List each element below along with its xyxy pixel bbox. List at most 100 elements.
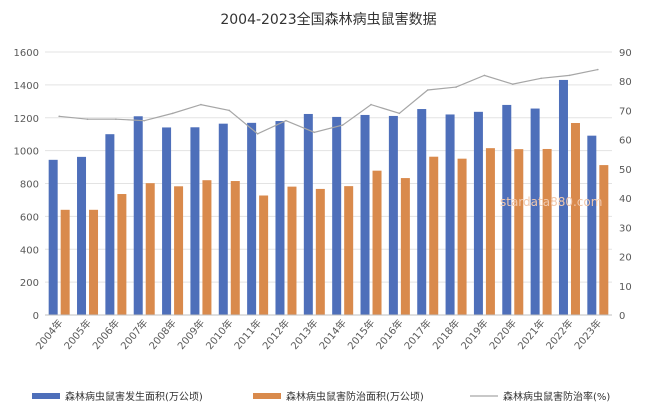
y-right-tick-label: 40 bbox=[619, 194, 632, 205]
control-rate-point bbox=[398, 112, 401, 115]
x-tick-label: 2018年 bbox=[430, 317, 463, 353]
legend-label: 森林病虫鼠害防治率(%) bbox=[503, 390, 610, 403]
control-rate-point bbox=[256, 133, 259, 135]
gridlines bbox=[45, 51, 612, 283]
y-left-tick-label: 1400 bbox=[14, 81, 39, 92]
x-tick-label: 2006年 bbox=[89, 317, 122, 353]
y-right-tick-label: 90 bbox=[619, 48, 632, 59]
occurrence-area-bar bbox=[558, 79, 568, 315]
control-area-bar bbox=[570, 123, 580, 315]
x-tick-label: 2020年 bbox=[486, 317, 519, 353]
y-right-tick-label: 10 bbox=[619, 282, 632, 293]
y-left-tick-label: 1200 bbox=[14, 114, 39, 125]
y-right-tick-label: 50 bbox=[619, 165, 632, 176]
occurrence-area-bar bbox=[360, 114, 370, 315]
y-left-tick-label: 1600 bbox=[14, 48, 39, 59]
occurrence-area-bar bbox=[218, 123, 228, 315]
control-area-bar bbox=[457, 158, 467, 315]
legend-label: 森林病虫鼠害发生面积(万公顷) bbox=[65, 390, 203, 403]
control-rate-point bbox=[341, 124, 344, 126]
control-rate-point bbox=[568, 74, 571, 77]
y-left-tick-label: 200 bbox=[20, 278, 39, 289]
occurrence-area-bar bbox=[275, 121, 285, 315]
control-area-bar bbox=[542, 148, 552, 315]
control-rate-line bbox=[59, 68, 598, 135]
x-tick-label: 2019年 bbox=[458, 317, 491, 353]
x-tick-label: 2010年 bbox=[203, 317, 236, 353]
occurrence-area-bar bbox=[77, 156, 87, 315]
legend-swatch bbox=[253, 393, 281, 399]
control-area-bar bbox=[344, 186, 354, 315]
y-right-tick-label: 20 bbox=[619, 253, 632, 264]
control-rate-point bbox=[200, 103, 202, 106]
control-rate-point bbox=[285, 119, 287, 122]
control-area-bar bbox=[485, 148, 495, 315]
legend-label: 森林病虫鼠害防治面积(万公顷) bbox=[286, 390, 424, 403]
x-tick-label: 2011年 bbox=[231, 317, 264, 353]
occurrence-area-bar bbox=[133, 116, 143, 315]
occurrence-area-bar bbox=[303, 113, 313, 315]
control-area-bar bbox=[372, 170, 382, 315]
control-rate-point bbox=[228, 109, 231, 112]
control-rate-point bbox=[483, 74, 486, 77]
control-rate-point bbox=[313, 131, 316, 134]
control-area-bar bbox=[230, 181, 240, 315]
y-left-tick-label: 0 bbox=[33, 311, 39, 322]
x-tick-label: 2015年 bbox=[345, 317, 378, 353]
occurrence-area-bar bbox=[530, 108, 540, 315]
control-area-bar bbox=[400, 178, 410, 315]
chart-title: 2004-2023全国森林病虫鼠害数据 bbox=[220, 12, 437, 28]
x-tick-label: 2017年 bbox=[401, 317, 434, 353]
control-area-bar bbox=[60, 209, 70, 315]
control-area-bar bbox=[599, 165, 609, 315]
occurrence-area-bar bbox=[473, 111, 483, 316]
control-rate-point bbox=[511, 83, 514, 85]
y-right-tick-label: 0 bbox=[619, 311, 625, 322]
occurrence-area-bar bbox=[162, 127, 172, 316]
control-area-bar bbox=[145, 183, 155, 315]
x-tick-label: 2005年 bbox=[61, 317, 94, 353]
occurrence-area-bar bbox=[247, 122, 257, 315]
x-tick-label: 2012年 bbox=[260, 317, 293, 353]
y-right-tick-label: 60 bbox=[619, 136, 632, 147]
watermark-text: stardata880.com bbox=[500, 195, 602, 209]
x-tick-label: 2023年 bbox=[571, 317, 604, 353]
x-tick-label: 2022年 bbox=[543, 317, 576, 353]
control-area-bar bbox=[514, 149, 524, 315]
control-area-bar bbox=[429, 156, 439, 315]
y-right-tick-label: 70 bbox=[619, 106, 632, 117]
control-rate-point bbox=[370, 103, 372, 106]
occurrence-area-bar bbox=[445, 114, 455, 316]
y-left-tick-label: 400 bbox=[20, 245, 39, 256]
legend: 森林病虫鼠害发生面积(万公顷) 森林病虫鼠害防治面积(万公顷) 森林病虫鼠害防治率(… bbox=[32, 390, 610, 403]
x-tick-label: 2008年 bbox=[146, 317, 179, 353]
y-left-tick-label: 800 bbox=[20, 180, 39, 191]
control-area-bar bbox=[259, 195, 269, 315]
control-rate-point bbox=[115, 118, 117, 121]
control-area-bar bbox=[287, 186, 297, 315]
control-rate-point bbox=[171, 112, 174, 115]
occurrence-area-bar bbox=[388, 115, 398, 316]
x-tick-label: 2009年 bbox=[174, 317, 207, 353]
control-area-bar bbox=[202, 180, 212, 315]
legend-swatch bbox=[32, 393, 60, 399]
occurrence-area-bar bbox=[417, 109, 427, 316]
y-left-tick-label: 600 bbox=[20, 212, 39, 223]
control-rate-point bbox=[540, 77, 542, 80]
y-left-tick-label: 1000 bbox=[14, 147, 39, 158]
x-tick-label: 2013年 bbox=[288, 317, 321, 353]
control-rate-point bbox=[426, 89, 429, 91]
control-area-bar bbox=[174, 186, 184, 315]
control-area-bar bbox=[315, 188, 325, 315]
control-rate-point bbox=[86, 118, 89, 121]
occurrence-area-bar bbox=[587, 135, 597, 315]
control-rate-point bbox=[597, 68, 599, 71]
occurrence-area-bar bbox=[502, 104, 512, 316]
bar-series bbox=[48, 79, 609, 316]
y-right-tick-label: 30 bbox=[619, 223, 632, 234]
x-tick-label: 2016年 bbox=[373, 317, 406, 353]
occurrence-area-bar bbox=[332, 116, 342, 315]
x-tick-label: 2007年 bbox=[118, 317, 151, 353]
control-rate-point bbox=[58, 115, 60, 118]
